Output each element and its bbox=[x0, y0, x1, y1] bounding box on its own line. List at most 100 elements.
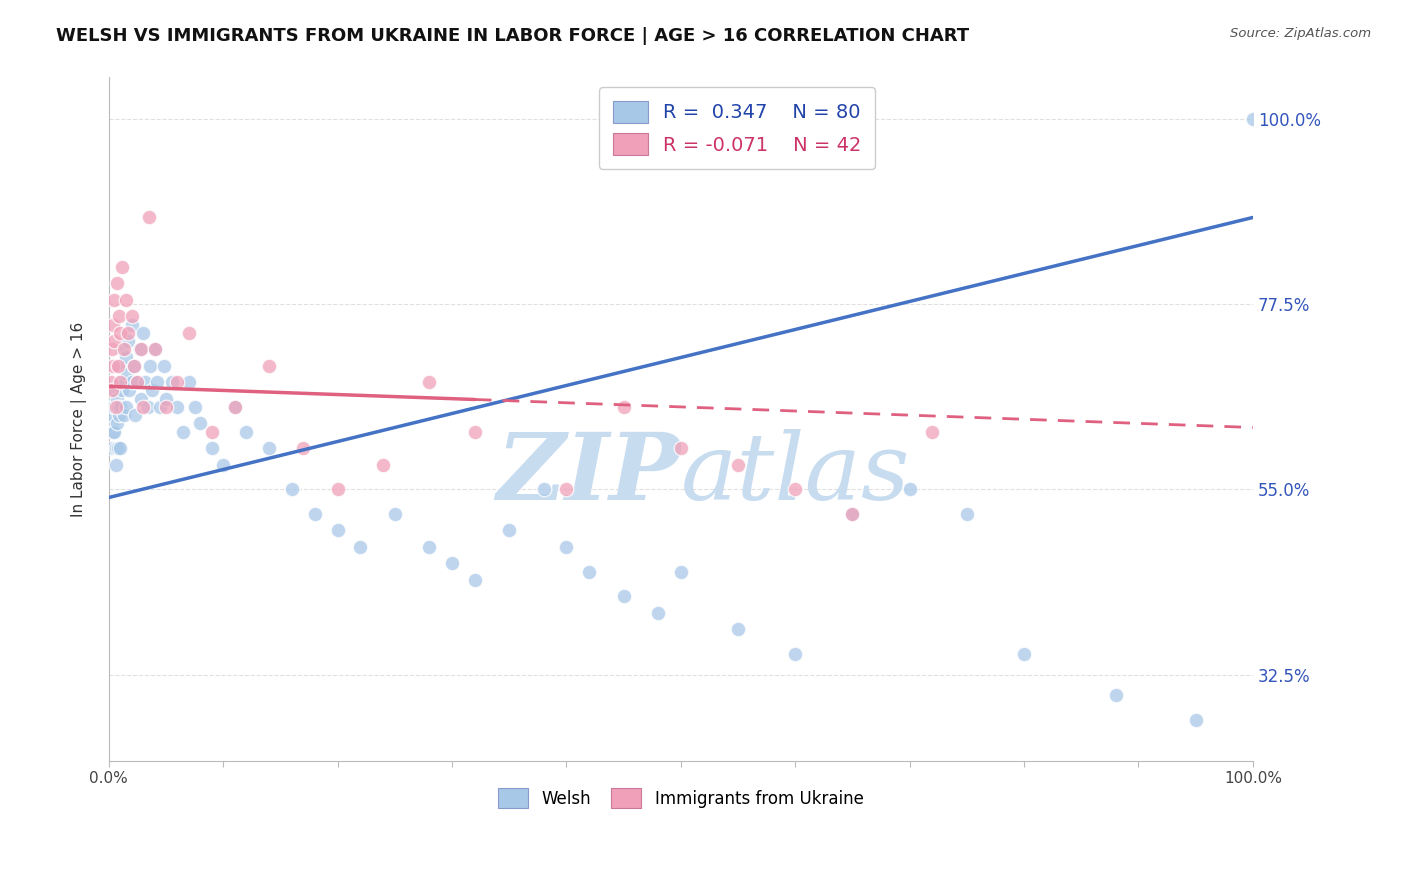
Point bbox=[100, 375, 122, 389]
Point bbox=[107, 441, 129, 455]
Point bbox=[384, 507, 406, 521]
Point bbox=[160, 375, 183, 389]
Point bbox=[115, 400, 138, 414]
Point bbox=[201, 425, 224, 439]
Point bbox=[326, 524, 349, 538]
Point bbox=[108, 375, 131, 389]
Point bbox=[146, 375, 169, 389]
Point bbox=[129, 392, 152, 406]
Point bbox=[122, 359, 145, 373]
Point bbox=[108, 400, 131, 414]
Point bbox=[555, 540, 578, 554]
Point bbox=[669, 441, 692, 455]
Point bbox=[578, 565, 600, 579]
Point bbox=[134, 375, 156, 389]
Point bbox=[104, 458, 127, 472]
Point bbox=[115, 351, 138, 365]
Point bbox=[121, 310, 143, 324]
Point bbox=[127, 375, 149, 389]
Point bbox=[103, 408, 125, 422]
Point bbox=[257, 359, 280, 373]
Point bbox=[103, 334, 125, 348]
Point bbox=[101, 384, 124, 398]
Point bbox=[555, 483, 578, 497]
Point bbox=[155, 392, 177, 406]
Point bbox=[143, 343, 166, 357]
Point bbox=[155, 400, 177, 414]
Text: Source: ZipAtlas.com: Source: ZipAtlas.com bbox=[1230, 27, 1371, 40]
Point bbox=[108, 441, 131, 455]
Point bbox=[418, 375, 440, 389]
Point bbox=[292, 441, 315, 455]
Point bbox=[166, 400, 188, 414]
Point bbox=[498, 524, 520, 538]
Point bbox=[124, 408, 146, 422]
Point bbox=[122, 359, 145, 373]
Point bbox=[108, 375, 131, 389]
Point bbox=[117, 326, 139, 340]
Point bbox=[326, 483, 349, 497]
Point bbox=[121, 318, 143, 332]
Point bbox=[103, 425, 125, 439]
Text: atlas: atlas bbox=[681, 429, 910, 519]
Point bbox=[108, 408, 131, 422]
Point bbox=[143, 343, 166, 357]
Point bbox=[103, 400, 125, 414]
Point bbox=[128, 343, 150, 357]
Point bbox=[727, 622, 749, 636]
Legend: Welsh, Immigrants from Ukraine: Welsh, Immigrants from Ukraine bbox=[492, 781, 870, 814]
Point bbox=[281, 483, 304, 497]
Point bbox=[136, 400, 159, 414]
Text: WELSH VS IMMIGRANTS FROM UKRAINE IN LABOR FORCE | AGE > 16 CORRELATION CHART: WELSH VS IMMIGRANTS FROM UKRAINE IN LABO… bbox=[56, 27, 969, 45]
Point bbox=[647, 606, 669, 620]
Point bbox=[108, 310, 131, 324]
Point bbox=[1241, 112, 1264, 126]
Point bbox=[224, 400, 246, 414]
Point bbox=[103, 384, 125, 398]
Point bbox=[112, 408, 135, 422]
Point bbox=[201, 441, 224, 455]
Point bbox=[418, 540, 440, 554]
Point bbox=[115, 367, 138, 381]
Point bbox=[613, 590, 636, 604]
Point bbox=[257, 441, 280, 455]
Point bbox=[440, 557, 463, 571]
Point bbox=[129, 343, 152, 357]
Point bbox=[177, 326, 200, 340]
Point bbox=[188, 417, 211, 431]
Point bbox=[841, 507, 863, 521]
Point bbox=[212, 458, 235, 472]
Point bbox=[108, 326, 131, 340]
Point bbox=[132, 326, 155, 340]
Point bbox=[464, 425, 486, 439]
Point bbox=[115, 293, 138, 307]
Point bbox=[138, 211, 160, 225]
Y-axis label: In Labor Force | Age > 16: In Labor Force | Age > 16 bbox=[72, 322, 87, 516]
Point bbox=[132, 400, 155, 414]
Point bbox=[101, 343, 124, 357]
Point bbox=[108, 359, 131, 373]
Point bbox=[727, 458, 749, 472]
Point bbox=[956, 507, 979, 521]
Point bbox=[669, 565, 692, 579]
Point bbox=[139, 359, 162, 373]
Point bbox=[785, 647, 807, 661]
Point bbox=[111, 260, 134, 274]
Point bbox=[114, 375, 136, 389]
Point bbox=[921, 425, 943, 439]
Point bbox=[105, 392, 128, 406]
Text: ZIP: ZIP bbox=[496, 429, 681, 519]
Point bbox=[183, 400, 205, 414]
Point bbox=[464, 573, 486, 587]
Point bbox=[121, 375, 143, 389]
Point bbox=[533, 483, 555, 497]
Point bbox=[373, 458, 395, 472]
Point bbox=[117, 334, 139, 348]
Point bbox=[107, 359, 129, 373]
Point bbox=[177, 375, 200, 389]
Point bbox=[118, 384, 141, 398]
Point bbox=[105, 417, 128, 431]
Point bbox=[149, 400, 172, 414]
Point bbox=[898, 483, 921, 497]
Point bbox=[103, 318, 125, 332]
